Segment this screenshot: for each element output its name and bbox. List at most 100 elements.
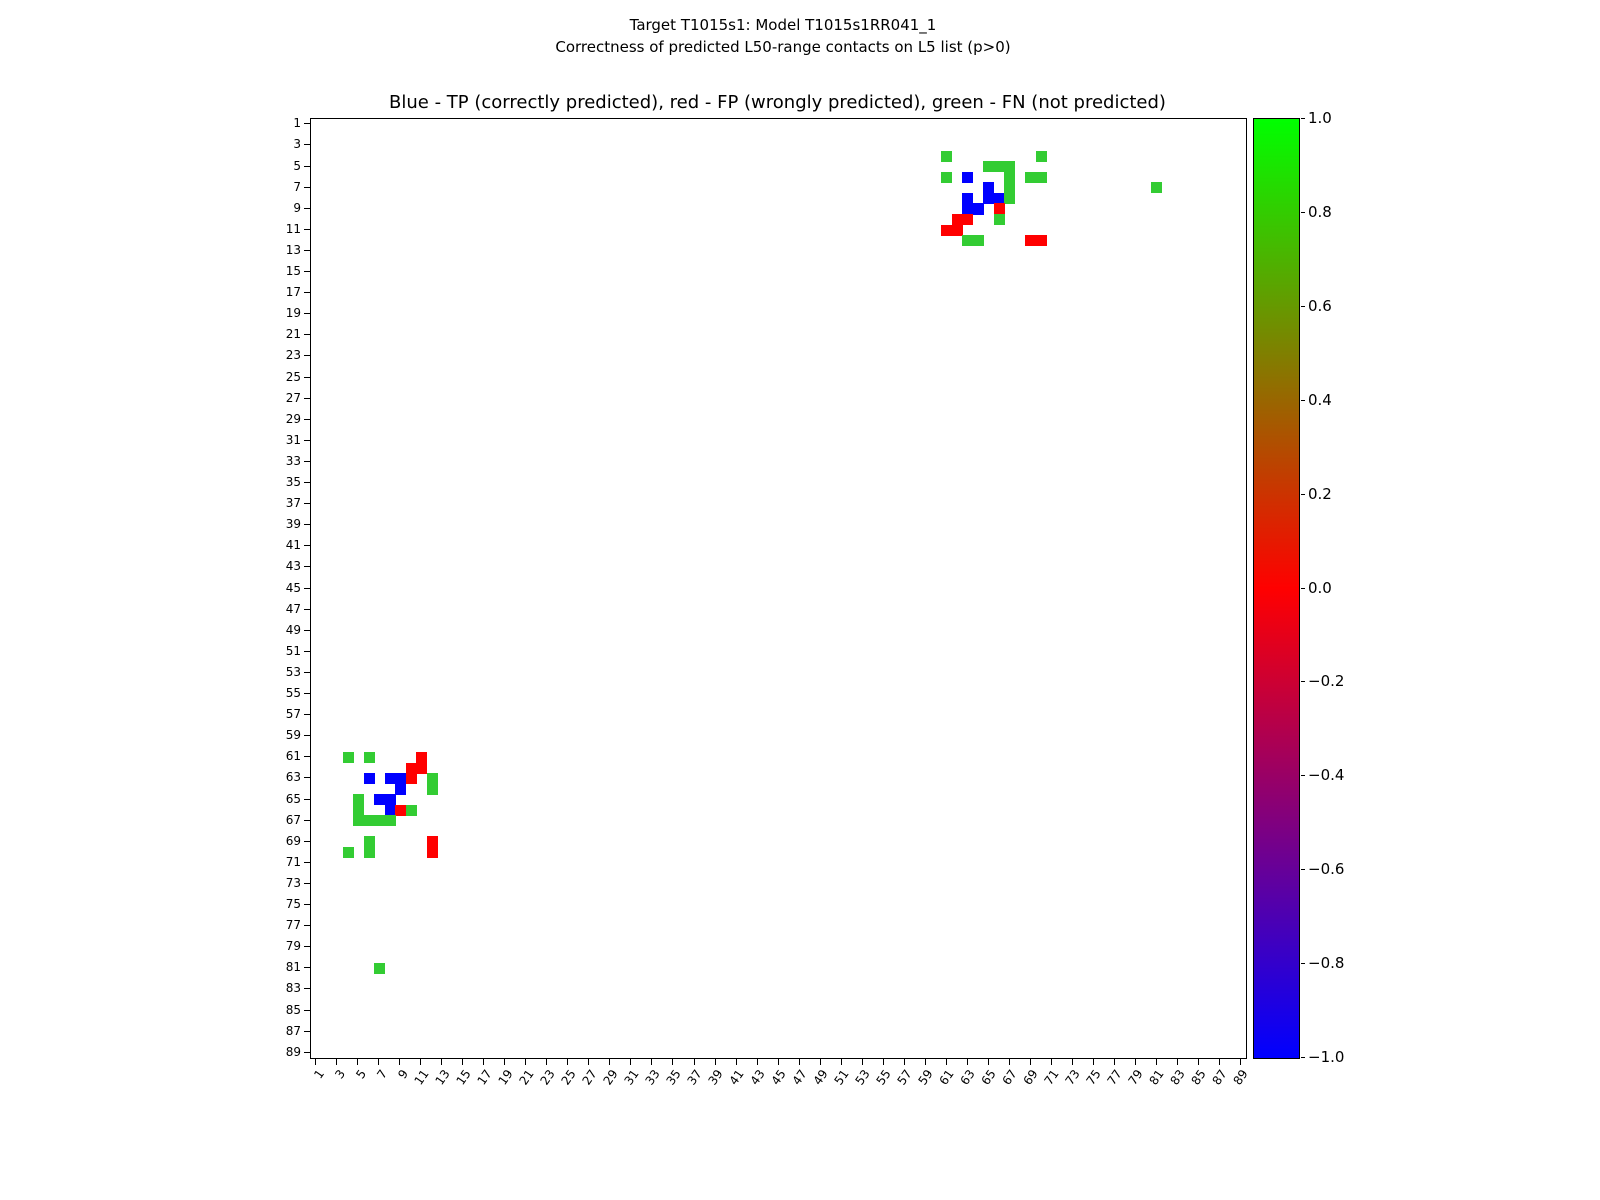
y-tick-mark <box>304 1030 310 1032</box>
colorbar-tick-label: −0.6 <box>1308 860 1345 879</box>
x-tick-label-text: 55 <box>873 1067 895 1088</box>
contact-cell-fn <box>972 235 984 247</box>
x-tick-label-text: 41 <box>726 1067 747 1088</box>
y-tick-label: 51 <box>285 643 301 658</box>
contact-cell-fp <box>1025 235 1037 247</box>
x-tick-label-text: 29 <box>600 1067 621 1088</box>
y-tick-mark <box>304 967 310 969</box>
x-tick-mark <box>1092 1059 1094 1065</box>
y-tick-mark <box>304 313 310 315</box>
y-tick-label: 53 <box>285 664 301 679</box>
contact-cell-fp <box>426 847 438 859</box>
y-tick-mark <box>304 228 310 230</box>
y-tick-label: 79 <box>285 939 301 954</box>
x-tick-label-text: 45 <box>768 1067 789 1088</box>
y-tick-label: 43 <box>285 559 301 574</box>
y-tick-label: 81 <box>285 960 301 975</box>
x-tick-mark <box>1155 1059 1157 1065</box>
y-tick-mark <box>304 777 310 779</box>
y-tick-label: 69 <box>285 833 301 848</box>
contact-cell-fn <box>941 171 953 183</box>
contact-cell-fn <box>1151 182 1163 194</box>
y-tick-label: 31 <box>285 432 301 447</box>
y-tick-label: 55 <box>285 686 301 700</box>
x-tick-label-text: 57 <box>894 1067 916 1088</box>
x-tick-mark <box>315 1059 317 1065</box>
colorbar-tick-mark <box>1301 399 1305 401</box>
y-tick-mark <box>304 439 310 441</box>
plot-area <box>310 118 1247 1059</box>
x-tick-mark <box>966 1059 968 1065</box>
x-tick-label-text: 23 <box>537 1067 558 1088</box>
y-tick-mark <box>304 334 310 336</box>
contact-cell-fp <box>416 762 428 774</box>
x-tick-label-text: 27 <box>579 1067 600 1088</box>
colorbar-tick-mark <box>1301 305 1305 307</box>
y-tick-mark <box>304 376 310 378</box>
x-tick-label-text: 75 <box>1083 1067 1105 1088</box>
x-tick-mark <box>903 1059 905 1065</box>
x-tick-label-text: 49 <box>810 1067 831 1088</box>
y-tick-label: 73 <box>285 875 301 890</box>
x-tick-label-text: 43 <box>747 1067 768 1088</box>
contact-cell-fp <box>426 836 438 848</box>
x-tick-label-text: 35 <box>663 1067 684 1088</box>
y-tick-mark <box>304 693 310 694</box>
x-tick-mark <box>378 1059 380 1065</box>
x-tick-label-text: 33 <box>642 1067 663 1088</box>
contact-cell-fp <box>941 224 953 236</box>
y-tick-label: 47 <box>285 601 301 616</box>
colorbar-tick-mark <box>1301 118 1305 119</box>
contact-cell-fn <box>1004 182 1016 194</box>
contact-cell-tp <box>384 773 396 785</box>
contact-cell-tp <box>962 192 974 205</box>
x-tick-mark <box>882 1059 884 1065</box>
x-tick-mark <box>462 1059 464 1065</box>
y-tick-mark <box>304 292 310 294</box>
x-tick-mark <box>567 1059 569 1065</box>
contact-cell-fn <box>342 847 354 859</box>
y-tick-label: 9 <box>293 200 301 215</box>
x-tick-label-text: 53 <box>852 1067 873 1088</box>
y-tick-label: 59 <box>285 728 301 743</box>
x-tick-label-text: 73 <box>1062 1067 1084 1088</box>
y-tick-mark <box>304 249 310 251</box>
y-tick-mark <box>304 397 310 399</box>
y-tick-label: 1 <box>293 116 301 131</box>
figure-title-line1: Target T1015s1: Model T1015s1RR041_1 <box>629 16 937 34</box>
y-tick-mark <box>304 608 310 610</box>
x-tick-mark <box>504 1059 506 1065</box>
y-tick-mark <box>304 925 310 927</box>
contact-cell-fn <box>353 794 365 806</box>
x-tick-label-text: 31 <box>621 1067 642 1088</box>
contact-cell-fn <box>353 815 365 827</box>
x-tick-label-text: 87 <box>1209 1067 1231 1088</box>
contact-cell-fn <box>426 783 438 795</box>
contact-cell-fn <box>1035 150 1047 162</box>
x-tick-label-text: 9 <box>394 1067 411 1082</box>
y-tick-label: 19 <box>285 306 301 321</box>
x-tick-label-text: 19 <box>495 1067 516 1088</box>
contact-cell-fn <box>962 235 974 247</box>
colorbar-tick-label: 0.0 <box>1308 578 1332 597</box>
x-tick-mark <box>546 1059 548 1065</box>
y-tick-mark <box>304 840 310 842</box>
contact-cell-fp <box>405 762 417 774</box>
y-tick-label: 33 <box>285 453 301 468</box>
y-tick-label: 41 <box>285 538 301 553</box>
y-tick-mark <box>304 165 310 167</box>
x-tick-mark <box>420 1059 422 1065</box>
x-tick-mark <box>714 1059 716 1065</box>
contact-cell-fn <box>1004 171 1016 183</box>
colorbar-tick-mark <box>1301 587 1305 589</box>
contact-cell-fn <box>384 815 396 827</box>
y-tick-mark <box>304 735 310 737</box>
x-tick-mark <box>588 1059 590 1065</box>
colorbar-tick-label: −0.4 <box>1308 766 1345 785</box>
contact-cell-fn <box>1025 171 1037 183</box>
y-tick-mark <box>304 671 310 673</box>
y-tick-mark <box>304 123 310 125</box>
y-tick-mark <box>304 819 310 821</box>
y-tick-mark <box>304 629 310 631</box>
x-tick-label-text: 5 <box>352 1067 369 1082</box>
